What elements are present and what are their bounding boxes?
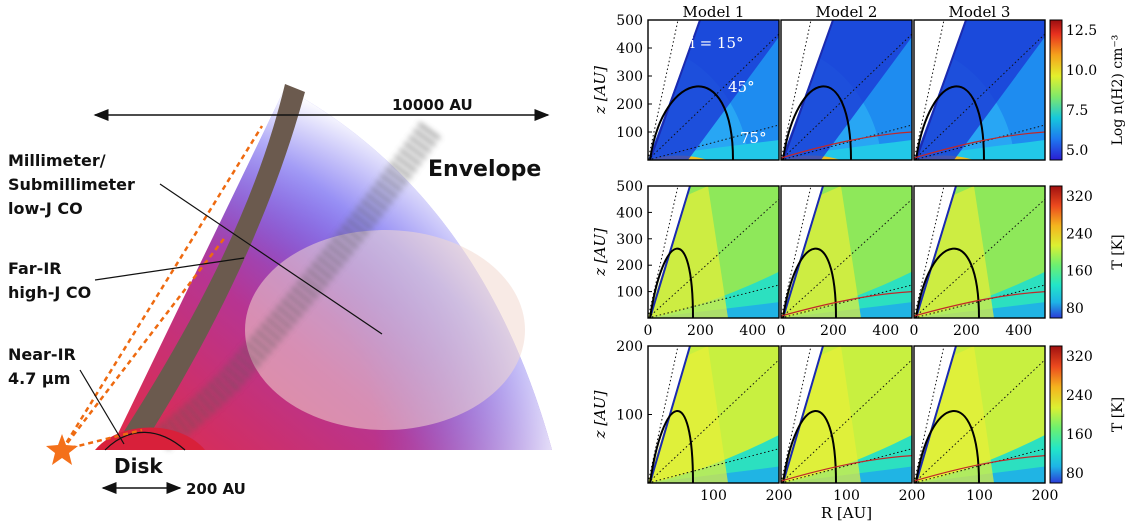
panel-frame xyxy=(913,345,1046,484)
colorbar-tick: 320 xyxy=(1066,189,1093,205)
panel-r1-c3 xyxy=(913,19,1046,161)
ylabel: z [AU] xyxy=(591,228,609,277)
colorbar-tick: 240 xyxy=(1066,388,1093,404)
star-icon xyxy=(46,434,78,465)
colorbar-r1 xyxy=(1049,19,1063,161)
scale-label-large: 10000 AU xyxy=(392,96,473,114)
ytick-label: 200 xyxy=(616,258,643,274)
inclination-label-3: 75° xyxy=(740,129,767,147)
mm-emission-ellipse xyxy=(245,230,525,430)
ytick-label: 300 xyxy=(616,69,643,85)
xtick-label: 200 xyxy=(687,323,714,339)
colorbar-r3 xyxy=(1049,345,1063,484)
panel-frame xyxy=(780,19,913,161)
colorbar-r2 xyxy=(1049,185,1063,319)
xtick-label: 400 xyxy=(739,323,766,339)
panel-r1-c2 xyxy=(780,19,913,161)
ytick-label: 400 xyxy=(616,205,643,221)
xtick-label: 400 xyxy=(872,323,899,339)
schematic: 10000 AU 200 AU Envelope Disk Millimeter… xyxy=(8,84,552,498)
xtick-label: 200 xyxy=(953,323,980,339)
colorbar-tick: 7.5 xyxy=(1066,103,1088,119)
panel-frame xyxy=(913,185,1046,319)
xtick-label: 200 xyxy=(820,323,847,339)
colorbar-tick: 12.5 xyxy=(1066,23,1097,39)
ytick-label: 400 xyxy=(616,41,643,57)
mm-label-line3: low-J CO xyxy=(8,199,83,218)
panel-frame xyxy=(913,19,1046,161)
panel-r2-c2 xyxy=(780,185,913,319)
fir-label-line1: Far-IR xyxy=(8,259,62,278)
ytick-label: 100 xyxy=(616,285,643,301)
panel-frame xyxy=(647,19,780,161)
xtick-label: 100 xyxy=(700,488,727,504)
ylabel: z [AU] xyxy=(591,66,609,115)
panel-frame xyxy=(780,345,913,484)
model-title-2: Model 2 xyxy=(816,3,878,21)
xtick-label: 100 xyxy=(966,488,993,504)
ytick-label: 500 xyxy=(616,13,643,29)
model-panels: Model 1 Model 2 Model 3 500 400 300 200 100 z [A… xyxy=(591,3,1126,522)
disk-outline xyxy=(104,431,186,451)
xtick-label: 400 xyxy=(1005,323,1032,339)
nir-label-line2: 4.7 μm xyxy=(8,369,70,388)
model-title-3: Model 3 xyxy=(949,3,1011,21)
panel-r3-c1 xyxy=(647,345,780,484)
inclination-label-1: i = 15° xyxy=(690,34,744,52)
colorbar-label: Log n(H2) cm⁻³ xyxy=(1110,35,1126,146)
panel-r1-c1 xyxy=(647,19,780,161)
mm-label-line2: Submillimeter xyxy=(8,175,135,194)
fir-label-line2: high-J CO xyxy=(8,283,91,302)
envelope-label: Envelope xyxy=(428,157,541,182)
panel-frame xyxy=(647,185,780,319)
colorbar-tick: 320 xyxy=(1066,349,1093,365)
ytick-label: 300 xyxy=(616,232,643,248)
ytick-label: 500 xyxy=(616,179,643,195)
xtick-label: 200 xyxy=(1032,488,1059,504)
shock-layer-waves xyxy=(152,122,441,451)
ytick-label: 100 xyxy=(616,125,643,141)
colorbar-tick: 240 xyxy=(1066,226,1093,242)
nir-label-line1: Near-IR xyxy=(8,345,76,364)
xtick-label: 200 xyxy=(766,488,793,504)
disk-label: Disk xyxy=(114,454,163,478)
colorbar-label: T [K] xyxy=(1110,397,1126,432)
colorbar-tick: 10.0 xyxy=(1066,63,1097,79)
xlabel: R [AU] xyxy=(821,504,872,522)
xtick-label: 0 xyxy=(777,323,786,339)
ytick-label: 100 xyxy=(616,408,643,424)
colorbar-tick: 160 xyxy=(1066,427,1093,443)
xtick-label: 200 xyxy=(899,488,926,504)
model-title-1: Model 1 xyxy=(683,3,745,21)
panel-r2-c3 xyxy=(913,185,1046,319)
colorbar-tick: 160 xyxy=(1066,264,1093,280)
xtick-label: 0 xyxy=(910,323,919,339)
inclination-label-2: 45° xyxy=(728,78,755,96)
xtick-label: 100 xyxy=(833,488,860,504)
colorbar-tick: 80 xyxy=(1066,301,1084,317)
ytick-label: 200 xyxy=(616,339,643,355)
ylabel: z [AU] xyxy=(591,390,609,439)
panel-r3-c3 xyxy=(913,345,1046,484)
colorbar-label: T [K] xyxy=(1110,234,1126,269)
colorbar-tick: 5.0 xyxy=(1066,143,1088,159)
panel-r3-c2 xyxy=(780,345,913,484)
xtick-label: 0 xyxy=(644,323,653,339)
scale-label-small: 200 AU xyxy=(186,480,246,498)
panel-frame xyxy=(780,185,913,319)
leader-lines xyxy=(79,183,383,445)
colorbar-tick: 80 xyxy=(1066,466,1084,482)
panel-r2-c1 xyxy=(647,185,780,319)
mm-label-line1: Millimeter/ xyxy=(8,151,106,170)
ytick-label: 200 xyxy=(616,97,643,113)
